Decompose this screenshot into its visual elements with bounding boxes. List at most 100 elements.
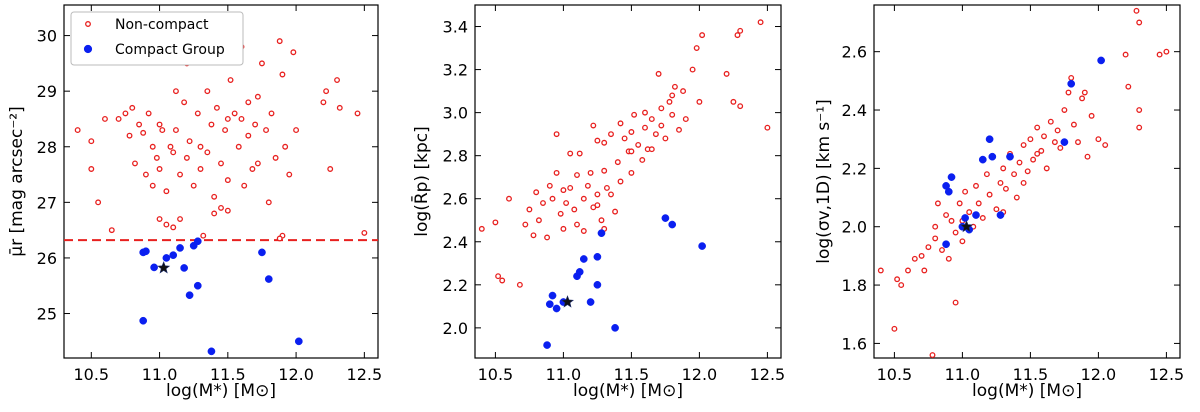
noncompact-point [737,103,744,110]
noncompact-point [669,92,676,99]
noncompact-point [1136,107,1143,113]
x-tick-label: 11.0 [945,365,981,384]
noncompact-point [898,282,905,289]
y-axis-label: log(R̄p) [kpc] [410,126,432,236]
noncompact-point [327,166,334,172]
noncompact-point [526,206,533,213]
x-tick-label: 12.0 [278,365,314,384]
noncompact-point [293,127,300,134]
compact-group-point [548,291,557,300]
noncompact-point [145,110,152,117]
compact-group-point [611,324,619,332]
noncompact-point [608,131,614,138]
y-tick-label: 3.4 [443,18,468,37]
noncompact-point [108,227,115,234]
noncompact-point [628,169,635,176]
noncompact-point [224,207,231,214]
noncompact-point [546,182,553,189]
noncompact-point [167,143,174,150]
noncompact-point [1075,139,1081,146]
noncompact-point [516,281,523,288]
y-tick-label: 2.2 [842,159,867,178]
y-tick-label: 2.6 [842,43,867,62]
x-axis-label: log(M*) [M⊙] [573,381,683,401]
compact-group-point [543,341,551,349]
y-tick-label: 2.4 [842,101,867,120]
noncompact-point [676,126,682,133]
noncompact-point [522,221,529,228]
noncompact-point [200,232,207,239]
y-tick-label: 2.6 [443,190,468,209]
noncompact-point [553,131,560,138]
noncompact-point [737,27,744,34]
compact-group-point [294,337,303,346]
y-tick-label: 2.4 [443,233,468,252]
noncompact-point [666,98,673,105]
noncompact-point [734,32,741,39]
noncompact-point [136,121,143,128]
noncompact-point [254,93,261,100]
noncompact-point [129,104,136,111]
y-tick-label: 28 [37,138,57,157]
noncompact-point [1133,7,1140,14]
noncompact-point [177,216,183,222]
compact-group-point [1097,56,1105,65]
noncompact-point [1070,121,1077,128]
noncompact-point [1136,19,1143,26]
panel-surface-brightness: 10.5 11.0 11.5 12.0 12.5 25 26 27 28 29 30 log(M*) … [7,4,382,401]
noncompact-point [177,171,183,178]
x-axis-label: log(M*) [M⊙] [166,381,276,401]
compact-group-point [180,264,188,272]
x-tick-label: 11.5 [210,365,246,384]
special-star-marker [960,219,973,233]
compact-group-point [978,155,987,164]
noncompact-point [628,148,635,155]
y-axis-label: log(σv,1D) [km s⁻¹] [814,99,834,263]
noncompact-point [658,122,665,129]
noncompact-point [693,45,700,51]
compact-group-point [142,247,150,256]
noncompact-point [211,193,218,200]
compact-group-point [264,275,273,283]
noncompact-point [1013,194,1020,201]
noncompact-point [1030,156,1037,163]
noncompact-point [1020,180,1027,186]
noncompact-point [642,109,648,116]
noncompact-point [170,224,177,231]
noncompact-point [249,166,256,172]
noncompact-point [945,255,952,262]
noncompact-point [576,150,583,157]
noncompact-point [1000,165,1007,172]
y-tick-label: 2.2 [443,276,468,295]
noncompact-point [617,178,624,185]
noncompact-point [549,195,556,202]
compact-group-point [947,173,956,181]
compact-group-point [586,298,595,306]
noncompact-point [948,217,955,224]
noncompact-point [966,209,973,216]
noncompact-point [956,200,963,207]
compact-group-point [942,240,950,249]
noncompact-point [194,110,201,117]
noncompact-point [222,127,229,134]
noncompact-point [1068,74,1075,81]
noncompact-point [204,149,211,156]
noncompact-point [218,204,224,211]
compact-group-point [961,214,969,222]
noncompact-point [132,160,138,167]
x-tick-label: 11.0 [546,365,582,384]
noncompact-point [580,195,587,202]
compact-group-point [575,268,584,276]
noncompact-point [254,160,261,167]
noncompact-point [495,273,502,280]
noncompact-point [601,167,608,174]
noncompact-point [530,232,537,239]
noncompact-point [1156,51,1163,58]
noncompact-point [163,221,170,228]
noncompact-point [590,122,597,129]
compact-group-point [207,347,216,356]
compact-group-point [593,252,602,261]
noncompact-point [172,88,179,95]
noncompact-point [594,202,601,209]
